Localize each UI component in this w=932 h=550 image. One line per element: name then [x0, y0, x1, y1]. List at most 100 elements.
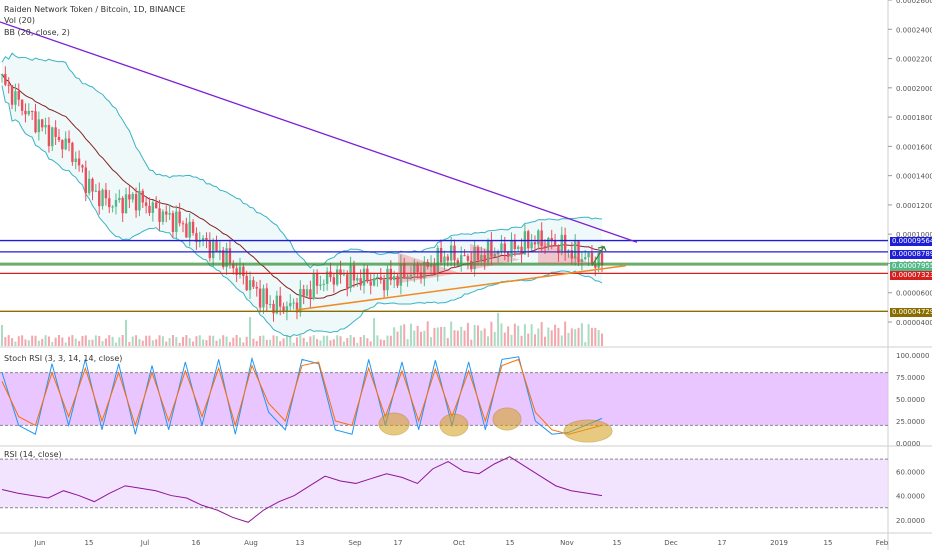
volume-bar: [125, 319, 128, 346]
volume-bar: [342, 341, 345, 346]
candle-body: [533, 242, 537, 245]
volume-bar: [396, 331, 399, 346]
candle-body: [419, 272, 423, 279]
candle-body: [573, 241, 577, 259]
candle-body: [386, 268, 389, 291]
candle-body: [98, 190, 101, 207]
triangle-pattern: [538, 239, 592, 265]
volume-bar: [490, 321, 493, 346]
candle-body: [54, 127, 57, 137]
candle-body: [413, 264, 416, 275]
candle-body: [218, 250, 222, 252]
candle-body: [131, 193, 134, 200]
volume-legend[interactable]: Vol (20): [4, 16, 35, 25]
candle-body: [77, 158, 81, 166]
candle-body: [476, 247, 480, 261]
projection-arrowhead: [597, 245, 607, 252]
bollinger-legend[interactable]: BB (20, close, 2): [4, 28, 70, 37]
volume-bar: [168, 338, 171, 346]
volume-bar: [121, 335, 124, 346]
volume-bar: [81, 335, 84, 346]
candle-body: [396, 276, 399, 286]
candle-body: [17, 91, 20, 100]
volume-bar: [118, 337, 121, 346]
volume-bar: [487, 336, 490, 346]
candle-body: [228, 248, 232, 264]
candle-body: [517, 246, 520, 250]
ascending-trendline: [295, 264, 627, 311]
candle-body: [235, 268, 238, 275]
stoch-tick-label: 50.0000: [896, 396, 925, 404]
candle-body: [590, 252, 594, 264]
candle-body: [64, 138, 67, 150]
volume-bar: [483, 328, 486, 346]
volume-bar: [450, 321, 453, 346]
volume-bar: [141, 340, 144, 346]
volume-bars: [1, 312, 603, 346]
candle-body: [201, 237, 205, 241]
candle-body: [359, 278, 362, 286]
volume-bar: [158, 335, 161, 346]
volume-bar: [336, 335, 339, 346]
candle-body: [4, 73, 7, 85]
volume-bar: [316, 339, 319, 346]
volume-bar: [34, 335, 37, 346]
candle-body: [527, 231, 530, 249]
volume-bar: [373, 318, 376, 346]
volume-bar: [104, 338, 107, 346]
candle-body: [238, 266, 242, 275]
volume-bar: [510, 334, 513, 346]
volume-bar: [520, 335, 523, 346]
volume-bar: [185, 335, 188, 346]
candle-body: [81, 165, 84, 168]
oversold-highlight: [492, 407, 522, 431]
candle-body: [473, 247, 476, 269]
volume-bar: [473, 324, 476, 346]
volume-bar: [272, 335, 275, 346]
volume-bar: [369, 341, 372, 346]
candle-body: [433, 263, 436, 273]
price-tag-resistance-1: 0.00009564: [890, 237, 932, 246]
stoch-tick-label: 75.0000: [896, 374, 925, 382]
candle-body: [175, 211, 178, 232]
volume-bar: [131, 336, 134, 346]
volume-bar: [285, 335, 288, 346]
volume-bar: [165, 341, 168, 346]
volume-bar: [88, 339, 91, 346]
candle-body: [389, 268, 393, 281]
symbol-title: Raiden Network Token / Bitcoin, 1D, BINA…: [4, 5, 186, 14]
volume-bar: [557, 327, 560, 346]
candle-body: [587, 252, 590, 258]
candle-body: [84, 167, 87, 194]
volume-bar: [202, 339, 205, 346]
volume-bar: [466, 322, 469, 346]
time-tick-label: Sep: [348, 539, 362, 547]
volume-bar: [497, 312, 500, 346]
volume-bar: [37, 340, 40, 346]
candle-body: [480, 255, 483, 261]
candle-body: [114, 200, 118, 207]
volume-bar: [590, 327, 593, 346]
candle-body: [262, 288, 265, 308]
volume-bar: [205, 340, 208, 346]
stoch-k-line: [1, 356, 603, 435]
volume-bar: [349, 335, 352, 346]
volume-bar: [332, 339, 335, 346]
stoch-rsi-legend[interactable]: Stoch RSI (3, 3, 14, 14, close): [4, 354, 123, 363]
volume-bar: [262, 335, 265, 346]
rsi-legend[interactable]: RSI (14, close): [4, 450, 62, 459]
volume-bar: [14, 341, 17, 346]
candle-body: [108, 198, 111, 208]
time-tick-label: Oct: [453, 539, 465, 547]
volume-bar: [192, 341, 195, 346]
candle-body: [57, 136, 61, 141]
volume-bar: [27, 340, 30, 346]
candle-body: [295, 302, 299, 313]
candle-body: [460, 255, 463, 264]
candle-body: [47, 124, 51, 147]
volume-bar: [430, 337, 433, 346]
volume-bar: [232, 337, 235, 346]
